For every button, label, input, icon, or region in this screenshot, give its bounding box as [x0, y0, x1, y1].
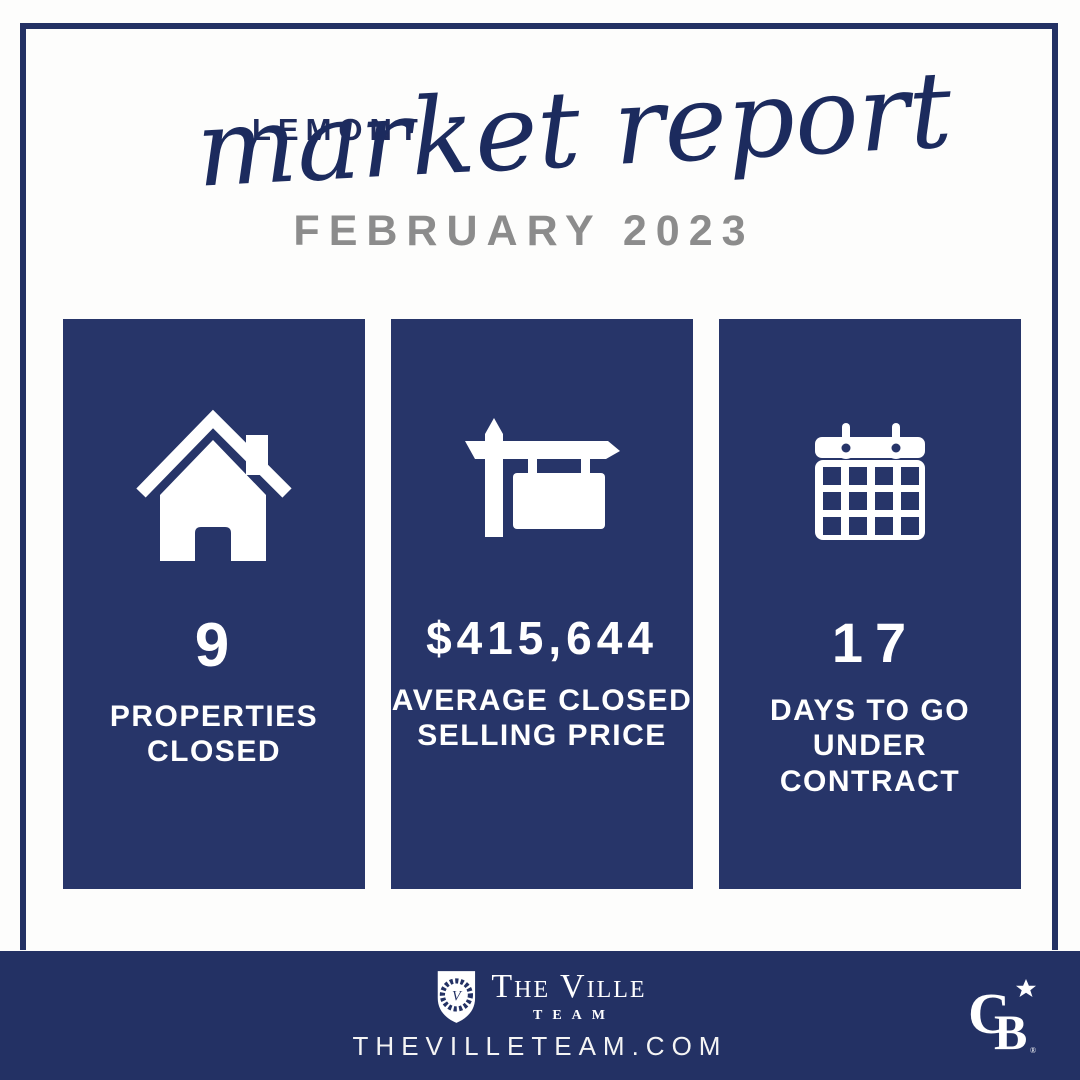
stat-value: $415,644: [426, 612, 658, 664]
crest-letter: V: [452, 989, 463, 1005]
frame-border: [20, 23, 1058, 950]
brand-name: The Ville: [491, 968, 647, 1005]
stat-card-days-under-contract: 17 DAYS TO GO UNDER CONTRACT: [719, 319, 1021, 889]
ville-crest-icon: V: [437, 971, 476, 1023]
coldwell-banker-logo: C B ®: [968, 977, 1040, 1060]
location-title: LEMONT: [252, 112, 425, 147]
brand-subtitle: TEAM: [533, 1008, 615, 1023]
stat-value: 17: [831, 611, 919, 674]
house-icon: [135, 407, 293, 563]
stat-label: AVERAGE CLOSED SELLING PRICE: [391, 684, 693, 753]
cb-star-icon: [1016, 979, 1036, 997]
stats-row: 9 PROPERTIES CLOSED $415,644 AVERAGE CLO…: [63, 319, 1021, 889]
cb-registered-mark: ®: [1030, 1046, 1036, 1055]
stat-value: 9: [194, 611, 234, 680]
cb-letter-b: B: [994, 1004, 1027, 1055]
stat-card-average-price: $415,644 AVERAGE CLOSED SELLING PRICE: [391, 319, 693, 889]
stat-label: PROPERTIES CLOSED: [109, 700, 319, 769]
stat-card-properties-closed: 9 PROPERTIES CLOSED: [63, 319, 365, 889]
brand-logo: V The Ville TEAM: [433, 969, 646, 1025]
calendar-icon: [815, 407, 925, 563]
report-period: FEBRUARY 2023: [293, 207, 755, 255]
footer: V The Ville TEAM THEVILLETEAM.COM C B ®: [0, 951, 1080, 1080]
website-url: THEVILLETEAM.COM: [352, 1031, 728, 1061]
cb-letter-c: C: [968, 981, 1010, 1046]
sale-sign-icon: [462, 407, 622, 563]
stat-label: DAYS TO GO UNDER CONTRACT: [769, 694, 971, 798]
